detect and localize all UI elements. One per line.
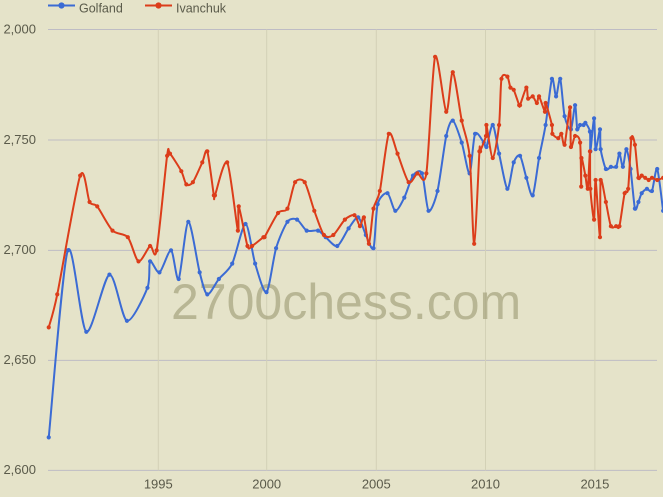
- svg-text:2700chess.com: 2700chess.com: [171, 274, 521, 330]
- svg-text:Ivanchuk: Ivanchuk: [176, 1, 227, 15]
- svg-text:1995: 1995: [144, 477, 173, 492]
- svg-text:2010: 2010: [471, 477, 500, 492]
- svg-text:2015: 2015: [580, 477, 609, 492]
- svg-text:Golfand: Golfand: [79, 1, 123, 15]
- svg-text:2005: 2005: [362, 477, 391, 492]
- svg-text:2000: 2000: [252, 477, 281, 492]
- svg-text:2,700: 2,700: [3, 242, 36, 257]
- svg-text:2,750: 2,750: [3, 132, 36, 147]
- svg-text:2,600: 2,600: [3, 462, 36, 477]
- svg-text:2,000: 2,000: [3, 22, 36, 37]
- svg-text:2,650: 2,650: [3, 352, 36, 367]
